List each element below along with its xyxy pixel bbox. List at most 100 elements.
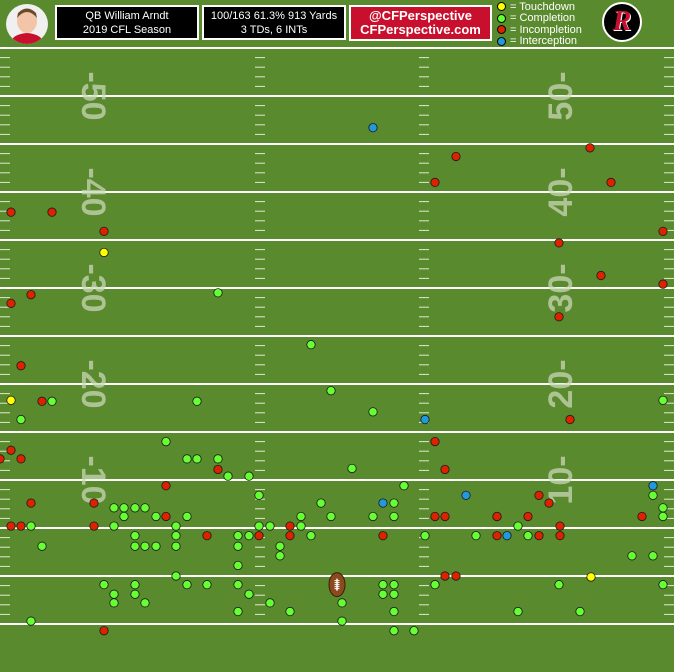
completion-point bbox=[430, 580, 440, 590]
completion-point bbox=[389, 498, 399, 508]
incompletion-point bbox=[37, 396, 47, 406]
legend-label: = Touchdown bbox=[510, 0, 575, 13]
incompletion-point bbox=[16, 521, 26, 531]
completion-point bbox=[658, 395, 668, 405]
completion-point bbox=[554, 580, 564, 590]
field-number-left: -20 bbox=[74, 359, 112, 408]
incompletion-point bbox=[99, 226, 109, 236]
completion-point bbox=[26, 521, 36, 531]
field-number-right: 40- bbox=[542, 167, 580, 216]
completion-point bbox=[119, 511, 129, 522]
player-name: QB William Arndt bbox=[85, 9, 169, 22]
completion-point bbox=[233, 531, 243, 541]
completion-point bbox=[389, 511, 399, 522]
player-headshot-avatar bbox=[6, 4, 48, 44]
incompletion-point bbox=[213, 464, 223, 475]
completion-point bbox=[244, 589, 254, 599]
completion-point bbox=[140, 598, 150, 608]
completion-point bbox=[213, 288, 223, 298]
incompletion-point bbox=[89, 498, 99, 508]
legend-label: = Completion bbox=[510, 12, 576, 25]
completion-point bbox=[389, 606, 399, 617]
incompletion-point bbox=[99, 626, 109, 636]
incompletion-point bbox=[378, 531, 388, 541]
completion-point bbox=[326, 386, 336, 396]
season-label: 2019 CFL Season bbox=[82, 23, 172, 36]
completion-point bbox=[171, 531, 181, 541]
completion-point bbox=[99, 580, 109, 590]
completion-point bbox=[130, 541, 140, 551]
completion-point bbox=[16, 414, 26, 425]
touchdown-point bbox=[99, 247, 109, 258]
field-number-left: -10 bbox=[74, 455, 112, 504]
incompletion-point bbox=[0, 454, 5, 464]
field-number-right: 30- bbox=[542, 263, 580, 312]
completion-point bbox=[202, 580, 212, 590]
completion-point bbox=[192, 396, 202, 406]
incompletion-point bbox=[161, 511, 171, 522]
legend-label: = Interception bbox=[510, 35, 577, 48]
stats-box: 100/163 61.3% 913 Yards 3 TDs, 6 INTs bbox=[202, 5, 346, 40]
incompletion-point bbox=[451, 571, 461, 581]
completion-point bbox=[119, 503, 129, 513]
completion-point bbox=[161, 436, 171, 447]
legend-item-completion: = Completion bbox=[497, 12, 582, 25]
completion-point bbox=[171, 541, 181, 551]
incompletion-point bbox=[16, 361, 26, 371]
completion-point bbox=[627, 551, 637, 561]
incompletion-point bbox=[451, 151, 461, 162]
legend-label: = Incompletion bbox=[510, 23, 582, 36]
completion-point bbox=[130, 580, 140, 590]
completion-point bbox=[151, 541, 161, 551]
completion-point bbox=[306, 340, 316, 350]
incompletion-point bbox=[430, 436, 440, 447]
incompletion-point bbox=[440, 464, 450, 475]
completion-point bbox=[130, 531, 140, 541]
completion-point bbox=[265, 521, 275, 531]
brand-box: @CFPerspective CFPerspective.com bbox=[349, 5, 492, 41]
completion-point bbox=[316, 498, 326, 508]
incompletion-point bbox=[254, 531, 264, 541]
incompletion-point bbox=[6, 445, 16, 455]
completion-point bbox=[420, 531, 430, 541]
completion-point bbox=[378, 580, 388, 590]
incompletion-point bbox=[285, 531, 295, 541]
completion-point bbox=[109, 589, 119, 599]
incompletion-point bbox=[89, 521, 99, 531]
completion-point bbox=[109, 503, 119, 513]
legend-item-interception: = Interception bbox=[497, 35, 582, 48]
field-number-right: 10- bbox=[542, 455, 580, 504]
completion-point bbox=[130, 503, 140, 513]
incompletion-point bbox=[285, 521, 295, 531]
redblacks-logo: R bbox=[602, 2, 642, 42]
completion-point bbox=[37, 541, 47, 551]
incompletion-point bbox=[596, 270, 606, 281]
incompletion-point bbox=[440, 571, 450, 581]
incompletion-point bbox=[555, 531, 565, 541]
field-number-left: -40 bbox=[74, 167, 112, 216]
incompletion-point bbox=[440, 511, 450, 522]
completion-point bbox=[233, 541, 243, 551]
incompletion-point bbox=[606, 177, 616, 187]
completion-point bbox=[213, 454, 223, 464]
interception-point bbox=[368, 123, 378, 133]
completion-point bbox=[347, 463, 357, 474]
incompletion-point bbox=[430, 511, 440, 522]
completion-point bbox=[575, 606, 585, 617]
interception-dot-icon bbox=[497, 36, 506, 46]
incompletion-point bbox=[555, 521, 565, 531]
website-link[interactable]: CFPerspective.com bbox=[360, 22, 481, 37]
interception-point bbox=[378, 498, 388, 508]
incompletion-point bbox=[637, 511, 647, 522]
twitter-handle: @CFPerspective bbox=[369, 8, 472, 23]
incompletion-point bbox=[16, 454, 26, 464]
completion-point bbox=[130, 589, 140, 599]
legend-item-touchdown: = Touchdown bbox=[497, 1, 582, 13]
completion-point bbox=[182, 511, 192, 522]
incompletion-dot-icon bbox=[497, 25, 506, 35]
completion-point bbox=[513, 521, 523, 531]
completion-point bbox=[337, 616, 347, 626]
field-number-left: -50 bbox=[74, 71, 112, 120]
completion-point bbox=[389, 580, 399, 590]
